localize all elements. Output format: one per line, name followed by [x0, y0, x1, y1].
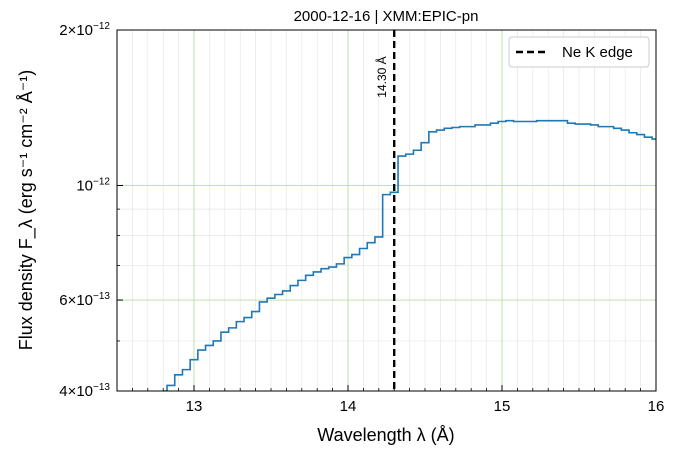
reference-line-annotation: 14.30 Å: [374, 56, 389, 97]
plot-area: [117, 30, 656, 391]
legend-label: Ne K edge: [562, 44, 633, 61]
x-tick-label: 13: [186, 398, 203, 415]
series-layer: [163, 119, 656, 391]
x-tick-label: 15: [494, 398, 511, 415]
minor-grid: [116, 30, 656, 391]
x-tick-labels: 13 14 15 16: [186, 398, 665, 415]
x-axis-label: Wavelength λ (Å): [317, 425, 454, 445]
y-tick-label: 10−12: [76, 176, 110, 194]
y-tick-labels: 4×10−13 6×10−13 10−12 2×10−12: [59, 21, 110, 400]
legend-box: [508, 36, 650, 68]
ticks-layer: [116, 29, 657, 392]
x-tick-label: 16: [648, 398, 665, 415]
major-grid: [117, 30, 656, 391]
series-line-0: [163, 119, 656, 391]
y-axis-label: Flux density F_λ (erg s⁻¹ cm⁻² Å⁻¹): [16, 70, 37, 351]
legend: Ne K edge: [508, 36, 650, 68]
chart-title: 2000-12-16 | XMM:EPIC-pn: [294, 8, 479, 25]
y-tick-label: 4×10−13: [59, 382, 110, 400]
plot-frame: [116, 29, 657, 392]
x-tick-label: 14: [340, 398, 357, 415]
y-tick-label: 6×10−13: [59, 291, 110, 309]
y-tick-label: 2×10−12: [59, 21, 110, 39]
